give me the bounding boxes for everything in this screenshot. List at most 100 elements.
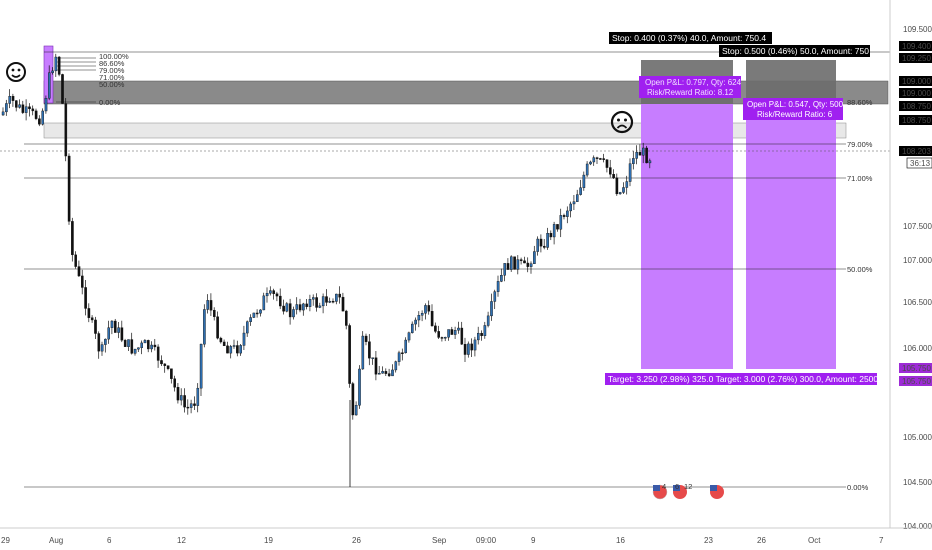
fib-left-866: 86.60%: [99, 59, 125, 68]
candle-body-136: [450, 329, 454, 335]
candle-body-26: [87, 308, 91, 318]
candle-body-148: [490, 301, 493, 317]
candle-body-75: [249, 317, 252, 322]
events[interactable]: 4 6 12: [652, 482, 724, 500]
candle-body-125: [414, 319, 417, 325]
candle-body-192: [635, 152, 638, 159]
candle-body-16: [54, 56, 58, 72]
time-tick-aug: Aug: [49, 536, 63, 545]
candle-body-187: [618, 192, 622, 195]
candle-body-107: [354, 405, 358, 416]
price-tag-109400: 109.400: [902, 42, 931, 51]
candle-body-150: [496, 281, 500, 292]
price-tick-109500: 109.500: [903, 25, 932, 34]
candle-body-114: [378, 373, 381, 375]
candle-body-69: [229, 346, 233, 354]
pnl-label-2[interactable]: Open P&L: 0.547, Qty: 500 Risk/Reward Ra…: [743, 98, 844, 120]
price-tick-104500: 104.500: [903, 478, 932, 487]
candle-body-105: [348, 325, 351, 384]
candle-body-67: [222, 341, 226, 347]
candle-body-145: [480, 332, 483, 336]
stop-label-1[interactable]: Stop: 0.400 (0.37%) 40.0, Amount: 750.4: [609, 32, 772, 44]
candle-body-175: [579, 187, 582, 195]
candle-body-36: [120, 327, 124, 341]
candle-body-154: [510, 256, 513, 270]
candle-body-139: [460, 327, 464, 345]
candle-body-96: [318, 305, 322, 308]
target-label-text: Target: 3.250 (2.98%) 325.0 Target: 3.00…: [608, 374, 878, 384]
price-tag-105750b: 105.750: [902, 377, 931, 386]
time-tick-sep: Sep: [432, 536, 447, 545]
candle-body-47: [156, 346, 160, 361]
stop-label-2[interactable]: Stop: 0.500 (0.46%) 50.0, Amount: 750: [719, 45, 870, 57]
candle-body-20: [67, 155, 71, 222]
candle-body-193: [638, 152, 642, 156]
candle-body-6: [21, 104, 25, 113]
candle-body-44: [146, 340, 150, 350]
candle-body-157: [519, 259, 523, 261]
price-tag-109000a: 109.000: [902, 77, 931, 86]
candle-body-137: [453, 330, 457, 335]
candle-body-34: [113, 320, 117, 333]
candle-body-70: [232, 345, 236, 347]
candle-body-109: [361, 335, 365, 370]
time-axis[interactable]: 29 Aug 6 12 19 26 Sep 09:00 9 16 23 26 O…: [0, 527, 932, 545]
candle-body-143: [473, 339, 477, 351]
candle-body-158: [523, 260, 526, 264]
candle-body-90: [298, 304, 302, 311]
candle-body-188: [622, 187, 625, 193]
candle-body-151: [500, 275, 503, 282]
candle-body-50: [166, 365, 170, 369]
candle-body-185: [612, 174, 615, 179]
candle-body-141: [467, 343, 470, 355]
event-count-3: 12: [684, 482, 692, 491]
candle-body-29: [97, 333, 101, 352]
candle-body-73: [242, 332, 246, 346]
candle-body-194: [642, 147, 645, 156]
candle-body-153: [506, 263, 510, 270]
candle-body-128: [424, 305, 427, 314]
candle-body-1: [5, 103, 8, 113]
fib-right-50: 50.00%: [847, 265, 873, 274]
candle-body-152: [503, 263, 507, 276]
candle-body-160: [529, 263, 533, 267]
candle-body-78: [259, 309, 262, 314]
price-tag-108750a: 108.750: [902, 102, 931, 111]
candle-body-25: [84, 287, 87, 309]
time-tick-6: 6: [107, 536, 112, 545]
candle-body-177: [585, 163, 589, 176]
candle-body-142: [470, 343, 474, 351]
candle-body-111: [368, 341, 371, 359]
candle-body-12: [41, 110, 44, 125]
candle-body-57: [189, 403, 193, 408]
candle-body-71: [236, 345, 239, 354]
candle-body-56: [186, 406, 190, 409]
stop-zone-2: [746, 60, 836, 104]
candle-body-52: [173, 378, 177, 388]
time-tick-23: 23: [704, 536, 713, 545]
candle-body-147: [486, 315, 490, 326]
candle-body-7: [24, 106, 28, 113]
pnl-label-1[interactable]: Open P&L: 0.797, Qty: 624 Risk/Reward Ra…: [639, 76, 742, 98]
candle-body-129: [427, 305, 431, 312]
candle-body-166: [549, 233, 553, 238]
time-tick-26b: 26: [757, 536, 766, 545]
candle-body-89: [295, 304, 299, 310]
candle-body-117: [387, 373, 391, 377]
candle-body-46: [153, 344, 157, 348]
fib-left-50: 50.00%: [99, 80, 125, 89]
event-count-1: 4: [662, 482, 666, 491]
candle-body-130: [430, 311, 434, 327]
candle-body-144: [477, 332, 480, 341]
candle-body-106: [351, 383, 355, 416]
price-axis[interactable]: 109.500 109.400 109.250 109.000 109.000 …: [889, 0, 932, 531]
frown-icon-right: [610, 110, 634, 134]
target-label[interactable]: Target: 3.250 (2.98%) 325.0 Target: 3.00…: [605, 373, 878, 385]
candle-body-108: [358, 368, 361, 406]
candle-body-51: [170, 368, 173, 379]
candle-body-119: [394, 361, 398, 371]
candle-body-72: [239, 345, 243, 354]
candle-body-23: [77, 266, 81, 277]
time-tick-26: 26: [352, 536, 361, 545]
